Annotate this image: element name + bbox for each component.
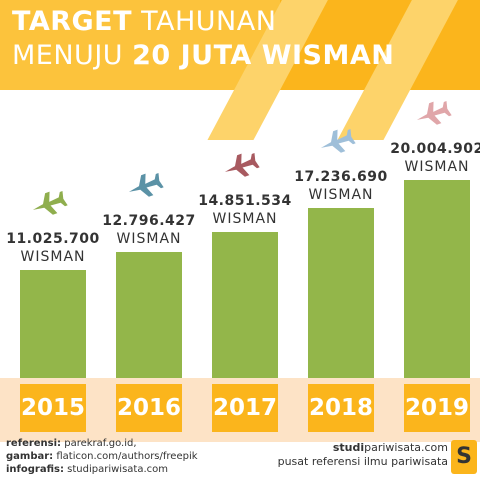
title-light-1: TAHUNAN [141,6,277,37]
value-number: 12.796.427 [102,213,196,229]
value-number: 14.851.534 [198,193,292,209]
plane-icon [224,153,260,177]
header-banner: TARGET TAHUNAN MENUJU 20 JUTA WISMAN [0,0,480,140]
year-label-2019: 2019 [404,384,470,432]
value-unit: WISMAN [404,159,470,175]
brand-name: studipariwisata.com [278,441,448,455]
bar-chart: 11.025.700 WISMAN 12.796.427 WISMAN 14.851.5… [0,90,480,390]
value-number: 20.004.902 [390,141,480,157]
ref-label: referensi: [6,438,62,449]
plane-icon [128,173,164,197]
brand-bold: studi [332,441,365,454]
title-line-2: MENUJU 20 JUTA WISMAN [12,40,394,71]
value-label: 20.004.902 WISMAN [377,140,480,176]
bar-2018 [308,208,374,382]
year-label-2017: 2017 [212,384,278,432]
footer-brand: studipariwisata.com pusat referensi ilmu… [278,441,448,469]
title-bold-2: 20 JUTA WISMAN [132,40,395,71]
plane-icon [320,129,356,153]
plane-icon [416,101,452,125]
img-value: flaticon.com/authors/freepik [56,451,198,462]
bar-2017 [212,232,278,382]
year-label-2016: 2016 [116,384,182,432]
brand-rest: pariwisata.com [364,441,448,454]
info-label: infografis: [6,464,64,475]
title-light-2: MENUJU [12,40,124,71]
img-label: gambar: [6,451,54,462]
title-bold-1: TARGET [12,6,133,37]
bar-2015 [20,270,86,382]
value-label: 11.025.700 WISMAN [0,230,113,266]
value-label: 12.796.427 WISMAN [89,212,209,248]
year-label-2018: 2018 [308,384,374,432]
title-line-1: TARGET TAHUNAN [12,6,276,37]
value-label: 17.236.690 WISMAN [281,168,401,204]
brand-logo: S [451,440,477,474]
year-label-2015: 2015 [20,384,86,432]
header-pane [0,0,280,90]
bar-2016 [116,252,182,382]
plane-icon [32,191,68,215]
ref-value: parekraf.go.id, [64,438,137,449]
footer-credits: referensi: parekraf.go.id, gambar: flati… [6,437,198,476]
value-unit: WISMAN [20,249,86,265]
value-unit: WISMAN [116,231,182,247]
value-unit: WISMAN [212,211,278,227]
value-number: 17.236.690 [294,169,388,185]
info-value: studipariwisata.com [67,464,168,475]
brand-tagline: pusat referensi ilmu pariwisata [277,455,448,468]
value-number: 11.025.700 [6,231,100,247]
value-unit: WISMAN [308,187,374,203]
bar-2019 [404,180,470,382]
value-label: 14.851.534 WISMAN [185,192,305,228]
